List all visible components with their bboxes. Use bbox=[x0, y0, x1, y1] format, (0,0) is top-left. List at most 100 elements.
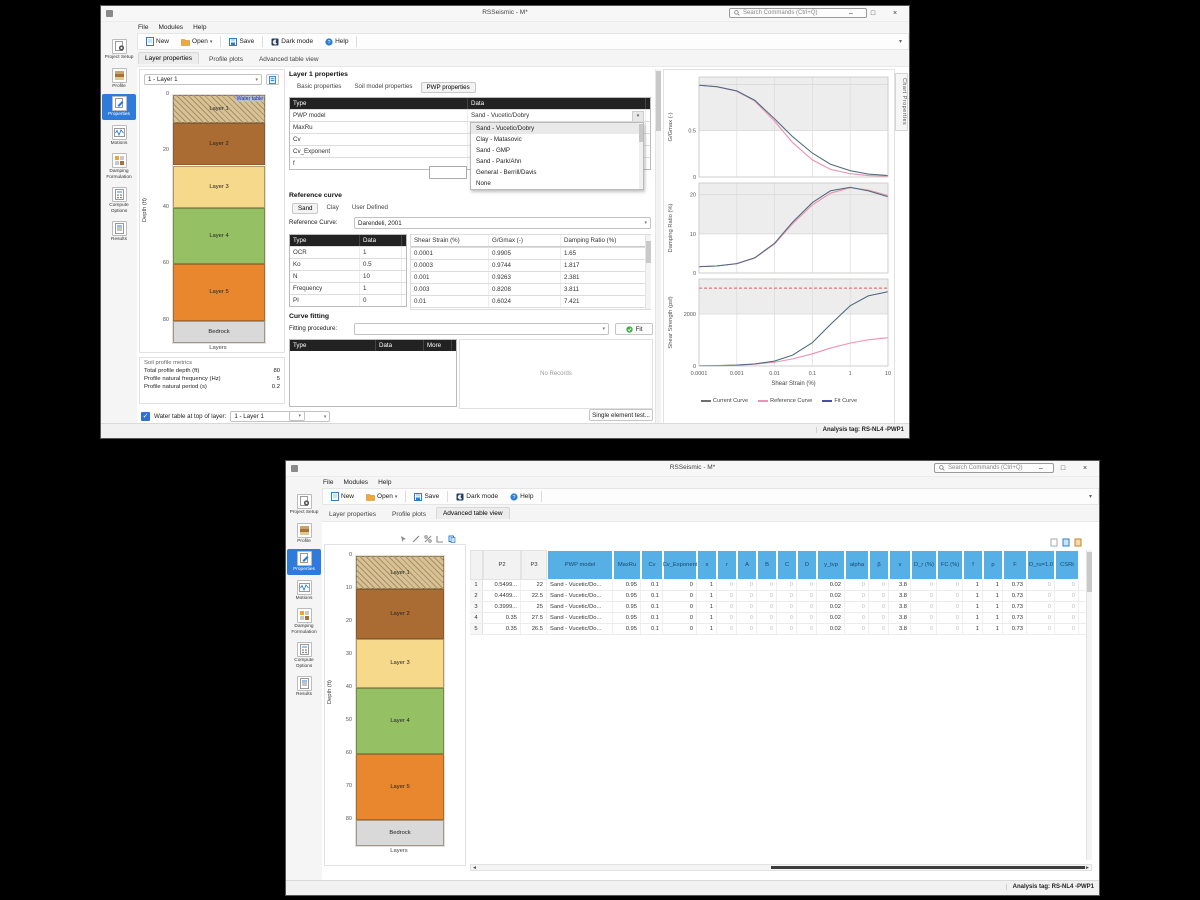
cell[interactable]: 1 bbox=[983, 591, 1003, 601]
cell[interactable]: Sand - Vucetic/Dobry ▾ bbox=[468, 110, 646, 121]
sidebar-item-results[interactable]: Results bbox=[287, 674, 321, 700]
cell[interactable]: 0 bbox=[869, 624, 889, 634]
cell[interactable]: 0.73 bbox=[1003, 624, 1027, 634]
subtab-sand[interactable]: Sand bbox=[292, 203, 319, 214]
cell[interactable]: 0.95 bbox=[613, 580, 641, 590]
copy-icon[interactable] bbox=[1050, 534, 1058, 552]
cell[interactable]: 0 bbox=[777, 580, 797, 590]
cell[interactable]: 0.1 bbox=[641, 580, 663, 590]
cell[interactable]: 22 bbox=[521, 580, 547, 590]
cell[interactable]: 0 bbox=[797, 624, 817, 634]
cell[interactable]: 0 bbox=[1055, 602, 1079, 612]
column-header-s[interactable]: s bbox=[697, 550, 717, 580]
cell[interactable]: 0.95 bbox=[613, 624, 641, 634]
cell[interactable]: 0 bbox=[737, 613, 757, 623]
cell[interactable]: 0 bbox=[1027, 613, 1055, 623]
cell[interactable]: N bbox=[290, 271, 360, 282]
cell[interactable]: 0 bbox=[869, 580, 889, 590]
cell[interactable]: 1 bbox=[983, 624, 1003, 634]
cell[interactable]: 27.5 bbox=[521, 613, 547, 623]
menu-help[interactable]: Help bbox=[378, 478, 392, 486]
copy-chart-icon[interactable] bbox=[448, 530, 456, 548]
column-header-a[interactable]: A bbox=[737, 550, 757, 580]
cell[interactable]: 0.73 bbox=[1003, 613, 1027, 623]
cell[interactable]: 26.5 bbox=[521, 624, 547, 634]
column-header-f[interactable]: F bbox=[1003, 550, 1027, 580]
cell[interactable]: f bbox=[290, 158, 468, 169]
cell[interactable]: 1 bbox=[697, 613, 717, 623]
mini-select[interactable]: ▾ bbox=[289, 411, 305, 421]
export-icon[interactable] bbox=[1062, 534, 1070, 552]
cell[interactable]: Sand - Vucetic/Do... bbox=[547, 591, 613, 601]
cell[interactable]: 0 bbox=[717, 613, 737, 623]
menu-modules[interactable]: Modules bbox=[343, 478, 369, 486]
cell[interactable]: 0 bbox=[777, 602, 797, 612]
cell[interactable]: 0 bbox=[845, 613, 869, 623]
dropdown-option[interactable]: Clay - Matasovic bbox=[476, 136, 522, 143]
sidebar-item-properties[interactable]: Properties bbox=[287, 549, 321, 575]
cell[interactable]: 0.1 bbox=[641, 613, 663, 623]
cell[interactable]: 0 bbox=[869, 613, 889, 623]
column-header-v[interactable]: v bbox=[889, 550, 911, 580]
tab-layer-properties[interactable]: Layer properties bbox=[138, 52, 199, 65]
cell[interactable]: 0.3999... bbox=[483, 602, 521, 612]
cell[interactable]: 0 bbox=[937, 613, 963, 623]
subtab-clay[interactable]: Clay bbox=[326, 204, 339, 211]
cell[interactable]: 0 bbox=[937, 602, 963, 612]
cell[interactable]: OCR bbox=[290, 247, 360, 258]
cell[interactable]: 0.95 bbox=[613, 613, 641, 623]
cell[interactable]: 0 bbox=[911, 591, 937, 601]
cell[interactable]: 0 bbox=[737, 580, 757, 590]
menu-modules[interactable]: Modules bbox=[158, 23, 184, 31]
cell[interactable]: 1 bbox=[963, 613, 983, 623]
cell[interactable]: 0.01 bbox=[411, 296, 489, 307]
cell[interactable]: 0.9905 bbox=[489, 248, 561, 259]
subtab-pwp-properties[interactable]: PWP properties bbox=[420, 82, 476, 93]
sidebar-item-project-setup[interactable]: Project Setup bbox=[102, 37, 136, 63]
cell[interactable]: 0 bbox=[911, 602, 937, 612]
chart-properties-tab[interactable]: Chart Properties bbox=[895, 73, 908, 131]
fit-button[interactable]: Fit bbox=[615, 323, 653, 335]
cell[interactable]: Sand - Vucetic/Do... bbox=[547, 613, 613, 623]
cell[interactable]: 0 bbox=[1055, 613, 1079, 623]
cell[interactable]: 0 bbox=[777, 624, 797, 634]
column-header-pwp-model[interactable]: PWP model bbox=[547, 550, 613, 580]
cell[interactable]: MaxRu bbox=[290, 122, 468, 133]
column-header-fc-[interactable]: FC (%) bbox=[937, 550, 963, 580]
save-view-icon[interactable] bbox=[1074, 534, 1082, 552]
cell[interactable]: 1 bbox=[697, 591, 717, 601]
cell[interactable]: 0 bbox=[757, 580, 777, 590]
percent-icon[interactable] bbox=[424, 530, 432, 548]
cell[interactable]: 1 bbox=[697, 580, 717, 590]
cell[interactable]: 0.1 bbox=[641, 624, 663, 634]
sidebar-item-properties[interactable]: Properties bbox=[102, 94, 136, 120]
sidebar-item-results[interactable]: Results bbox=[102, 219, 136, 245]
cell[interactable]: 0.001 bbox=[411, 272, 489, 283]
cell[interactable]: 0 bbox=[1027, 591, 1055, 601]
tab-layer-properties[interactable]: Layer properties bbox=[329, 511, 376, 518]
scroll-right-icon[interactable]: ► bbox=[1085, 865, 1090, 871]
column-header-maxru[interactable]: MaxRu bbox=[613, 550, 641, 580]
maximize-button[interactable]: □ bbox=[1060, 465, 1066, 472]
tab-profile-plots[interactable]: Profile plots bbox=[391, 511, 426, 518]
cell[interactable]: 0.003 bbox=[411, 284, 489, 295]
search-input[interactable]: Search Commands (Ctrl+Q) bbox=[934, 463, 1054, 473]
column-header-d[interactable]: D bbox=[797, 550, 817, 580]
sidebar-item-profile[interactable]: Profile bbox=[287, 521, 321, 547]
cell[interactable]: 0 bbox=[845, 602, 869, 612]
cell[interactable]: 0 bbox=[757, 602, 777, 612]
open-button[interactable]: Open ▾ bbox=[177, 36, 216, 48]
toolbar-expand-icon[interactable]: ▾ bbox=[898, 39, 902, 45]
cell[interactable]: 0 bbox=[937, 624, 963, 634]
cell[interactable]: 0.02 bbox=[817, 580, 845, 590]
cell[interactable]: PI bbox=[290, 295, 360, 306]
subtab-user-defined[interactable]: User Defined bbox=[351, 204, 388, 211]
cell[interactable]: 0.1 bbox=[641, 602, 663, 612]
cell[interactable]: 0 bbox=[797, 613, 817, 623]
cell[interactable]: 7.421 bbox=[561, 296, 646, 307]
cell[interactable]: 3.8 bbox=[889, 613, 911, 623]
cell[interactable]: 3.811 bbox=[561, 284, 646, 295]
cell[interactable]: 0 bbox=[797, 580, 817, 590]
cell[interactable]: 0.02 bbox=[817, 602, 845, 612]
reference-table-scrollbar[interactable] bbox=[645, 235, 651, 309]
